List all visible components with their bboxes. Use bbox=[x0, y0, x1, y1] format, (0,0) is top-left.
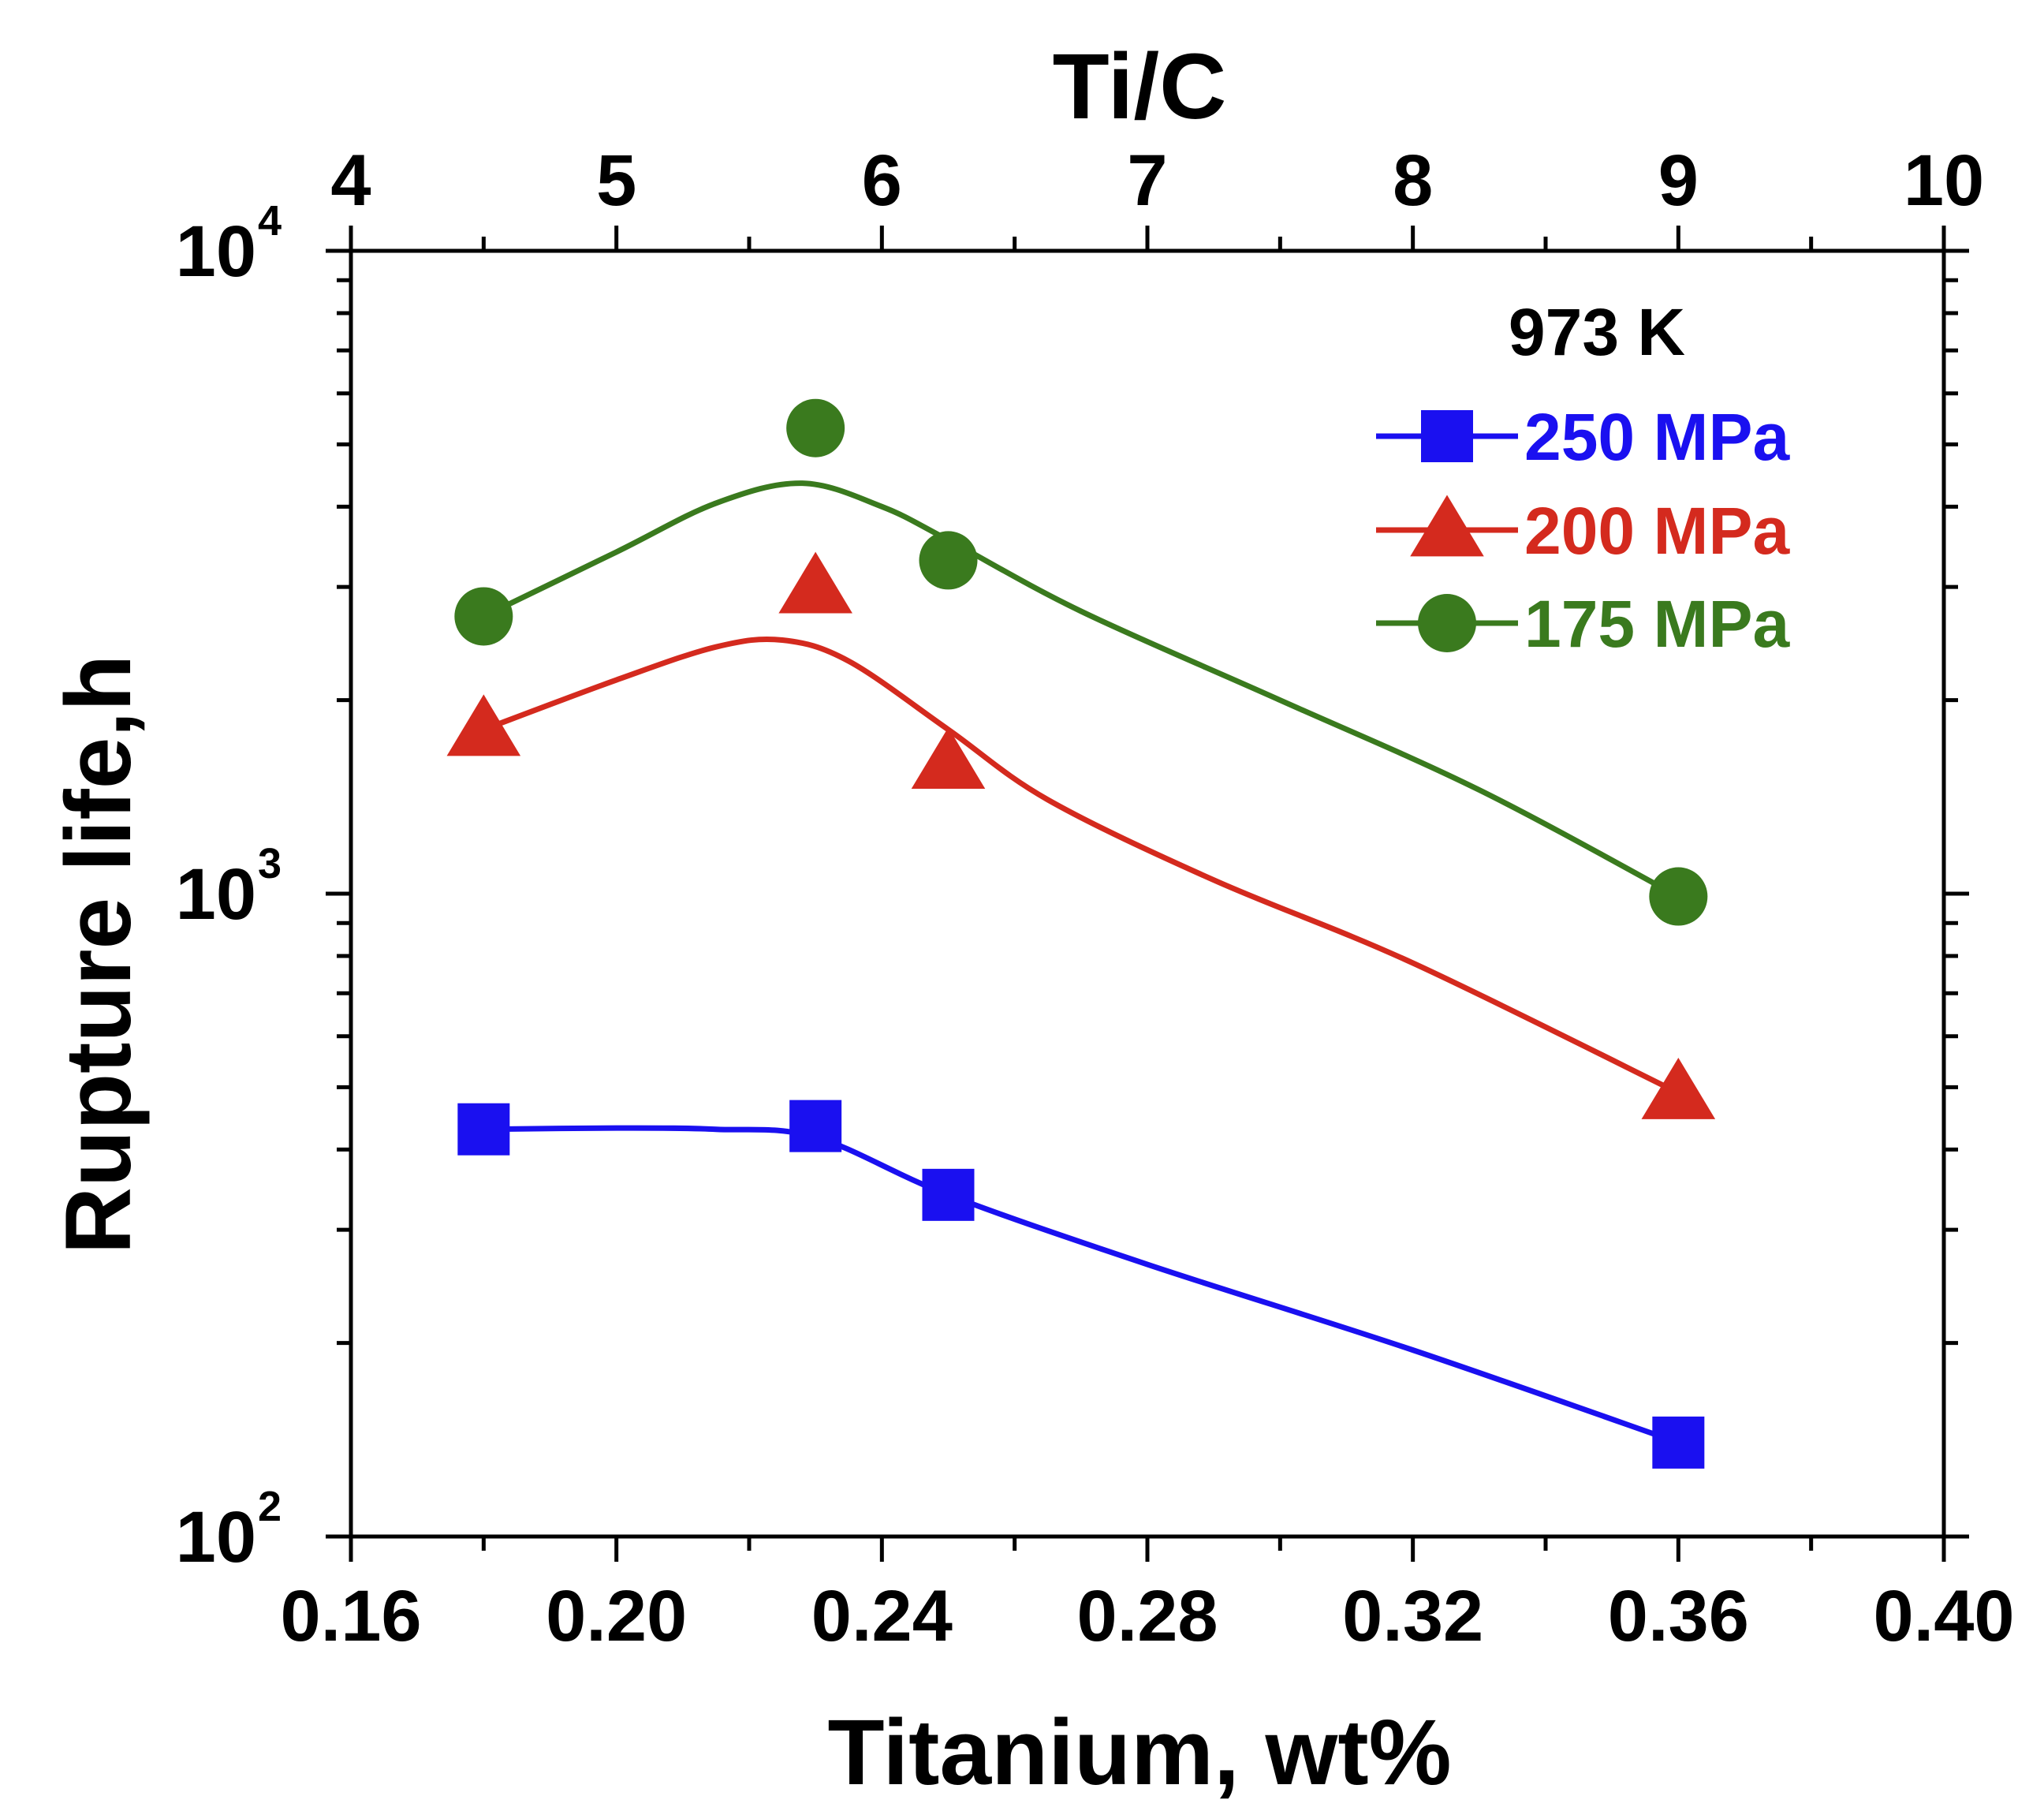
data-point-175-mpa bbox=[1649, 867, 1708, 926]
x-tick-label: 0.36 bbox=[1608, 1576, 1749, 1656]
y-tick-label: 10 bbox=[176, 1497, 256, 1578]
data-point-250-mpa bbox=[922, 1168, 975, 1221]
legend-marker-250-mpa bbox=[1421, 410, 1473, 462]
x-axis-title: Titanium, wt% bbox=[827, 1701, 1451, 1805]
series-250-mpa bbox=[457, 1100, 1705, 1469]
top-x-tick-label: 9 bbox=[1658, 140, 1699, 221]
data-point-200-mpa bbox=[778, 551, 852, 614]
legend-marker-200-mpa bbox=[1410, 495, 1484, 557]
y-tick-exponent: 4 bbox=[258, 197, 282, 245]
x-tick-label: 0.40 bbox=[1873, 1576, 2014, 1656]
x-tick-label: 0.32 bbox=[1342, 1576, 1483, 1656]
temperature-annotation: 973 K bbox=[1509, 295, 1685, 369]
top-x-axis-title: Ti/C bbox=[1053, 35, 1227, 139]
series-line-250-mpa bbox=[483, 1125, 1680, 1446]
series-175-mpa bbox=[454, 398, 1708, 926]
y-axis-title: Rupture life,h bbox=[47, 655, 151, 1254]
y-tick-label: 10 bbox=[176, 211, 256, 292]
series-layer bbox=[446, 398, 1716, 1469]
data-point-250-mpa bbox=[789, 1100, 842, 1152]
legend-label-175-mpa: 175 MPa bbox=[1524, 587, 1790, 661]
y-tick-exponent: 3 bbox=[258, 840, 282, 887]
data-point-175-mpa bbox=[786, 398, 845, 457]
series-line-200-mpa bbox=[483, 636, 1680, 1096]
y-tick-exponent: 2 bbox=[258, 1483, 282, 1530]
top-x-tick-label: 8 bbox=[1393, 140, 1433, 221]
top-x-tick-label: 7 bbox=[1127, 140, 1167, 221]
x-tick-label: 0.24 bbox=[811, 1576, 953, 1656]
data-point-200-mpa bbox=[1641, 1057, 1716, 1119]
x-tick-label: 0.28 bbox=[1076, 1576, 1218, 1656]
x-tick-label: 0.16 bbox=[280, 1576, 421, 1656]
series-200-mpa bbox=[446, 551, 1716, 1119]
series-line-175-mpa bbox=[482, 480, 1680, 899]
y-tick-label: 10 bbox=[176, 854, 256, 935]
top-x-tick-label: 6 bbox=[862, 140, 902, 221]
data-point-250-mpa bbox=[1652, 1416, 1705, 1469]
legend: 250 MPa 200 MPa 175 MPa bbox=[1376, 400, 1790, 661]
top-x-tick-label: 10 bbox=[1904, 140, 1984, 221]
legend-label-200-mpa: 200 MPa bbox=[1524, 494, 1790, 568]
top-x-tick-label: 4 bbox=[330, 140, 371, 221]
data-point-200-mpa bbox=[911, 727, 986, 790]
data-point-250-mpa bbox=[457, 1103, 510, 1156]
legend-label-250-mpa: 250 MPa bbox=[1524, 400, 1790, 474]
x-tick-label: 0.20 bbox=[546, 1576, 687, 1656]
data-point-175-mpa bbox=[454, 587, 513, 646]
data-point-200-mpa bbox=[446, 694, 521, 756]
legend-marker-175-mpa bbox=[1418, 594, 1476, 652]
data-point-175-mpa bbox=[919, 531, 978, 590]
top-x-tick-label: 5 bbox=[596, 140, 636, 221]
